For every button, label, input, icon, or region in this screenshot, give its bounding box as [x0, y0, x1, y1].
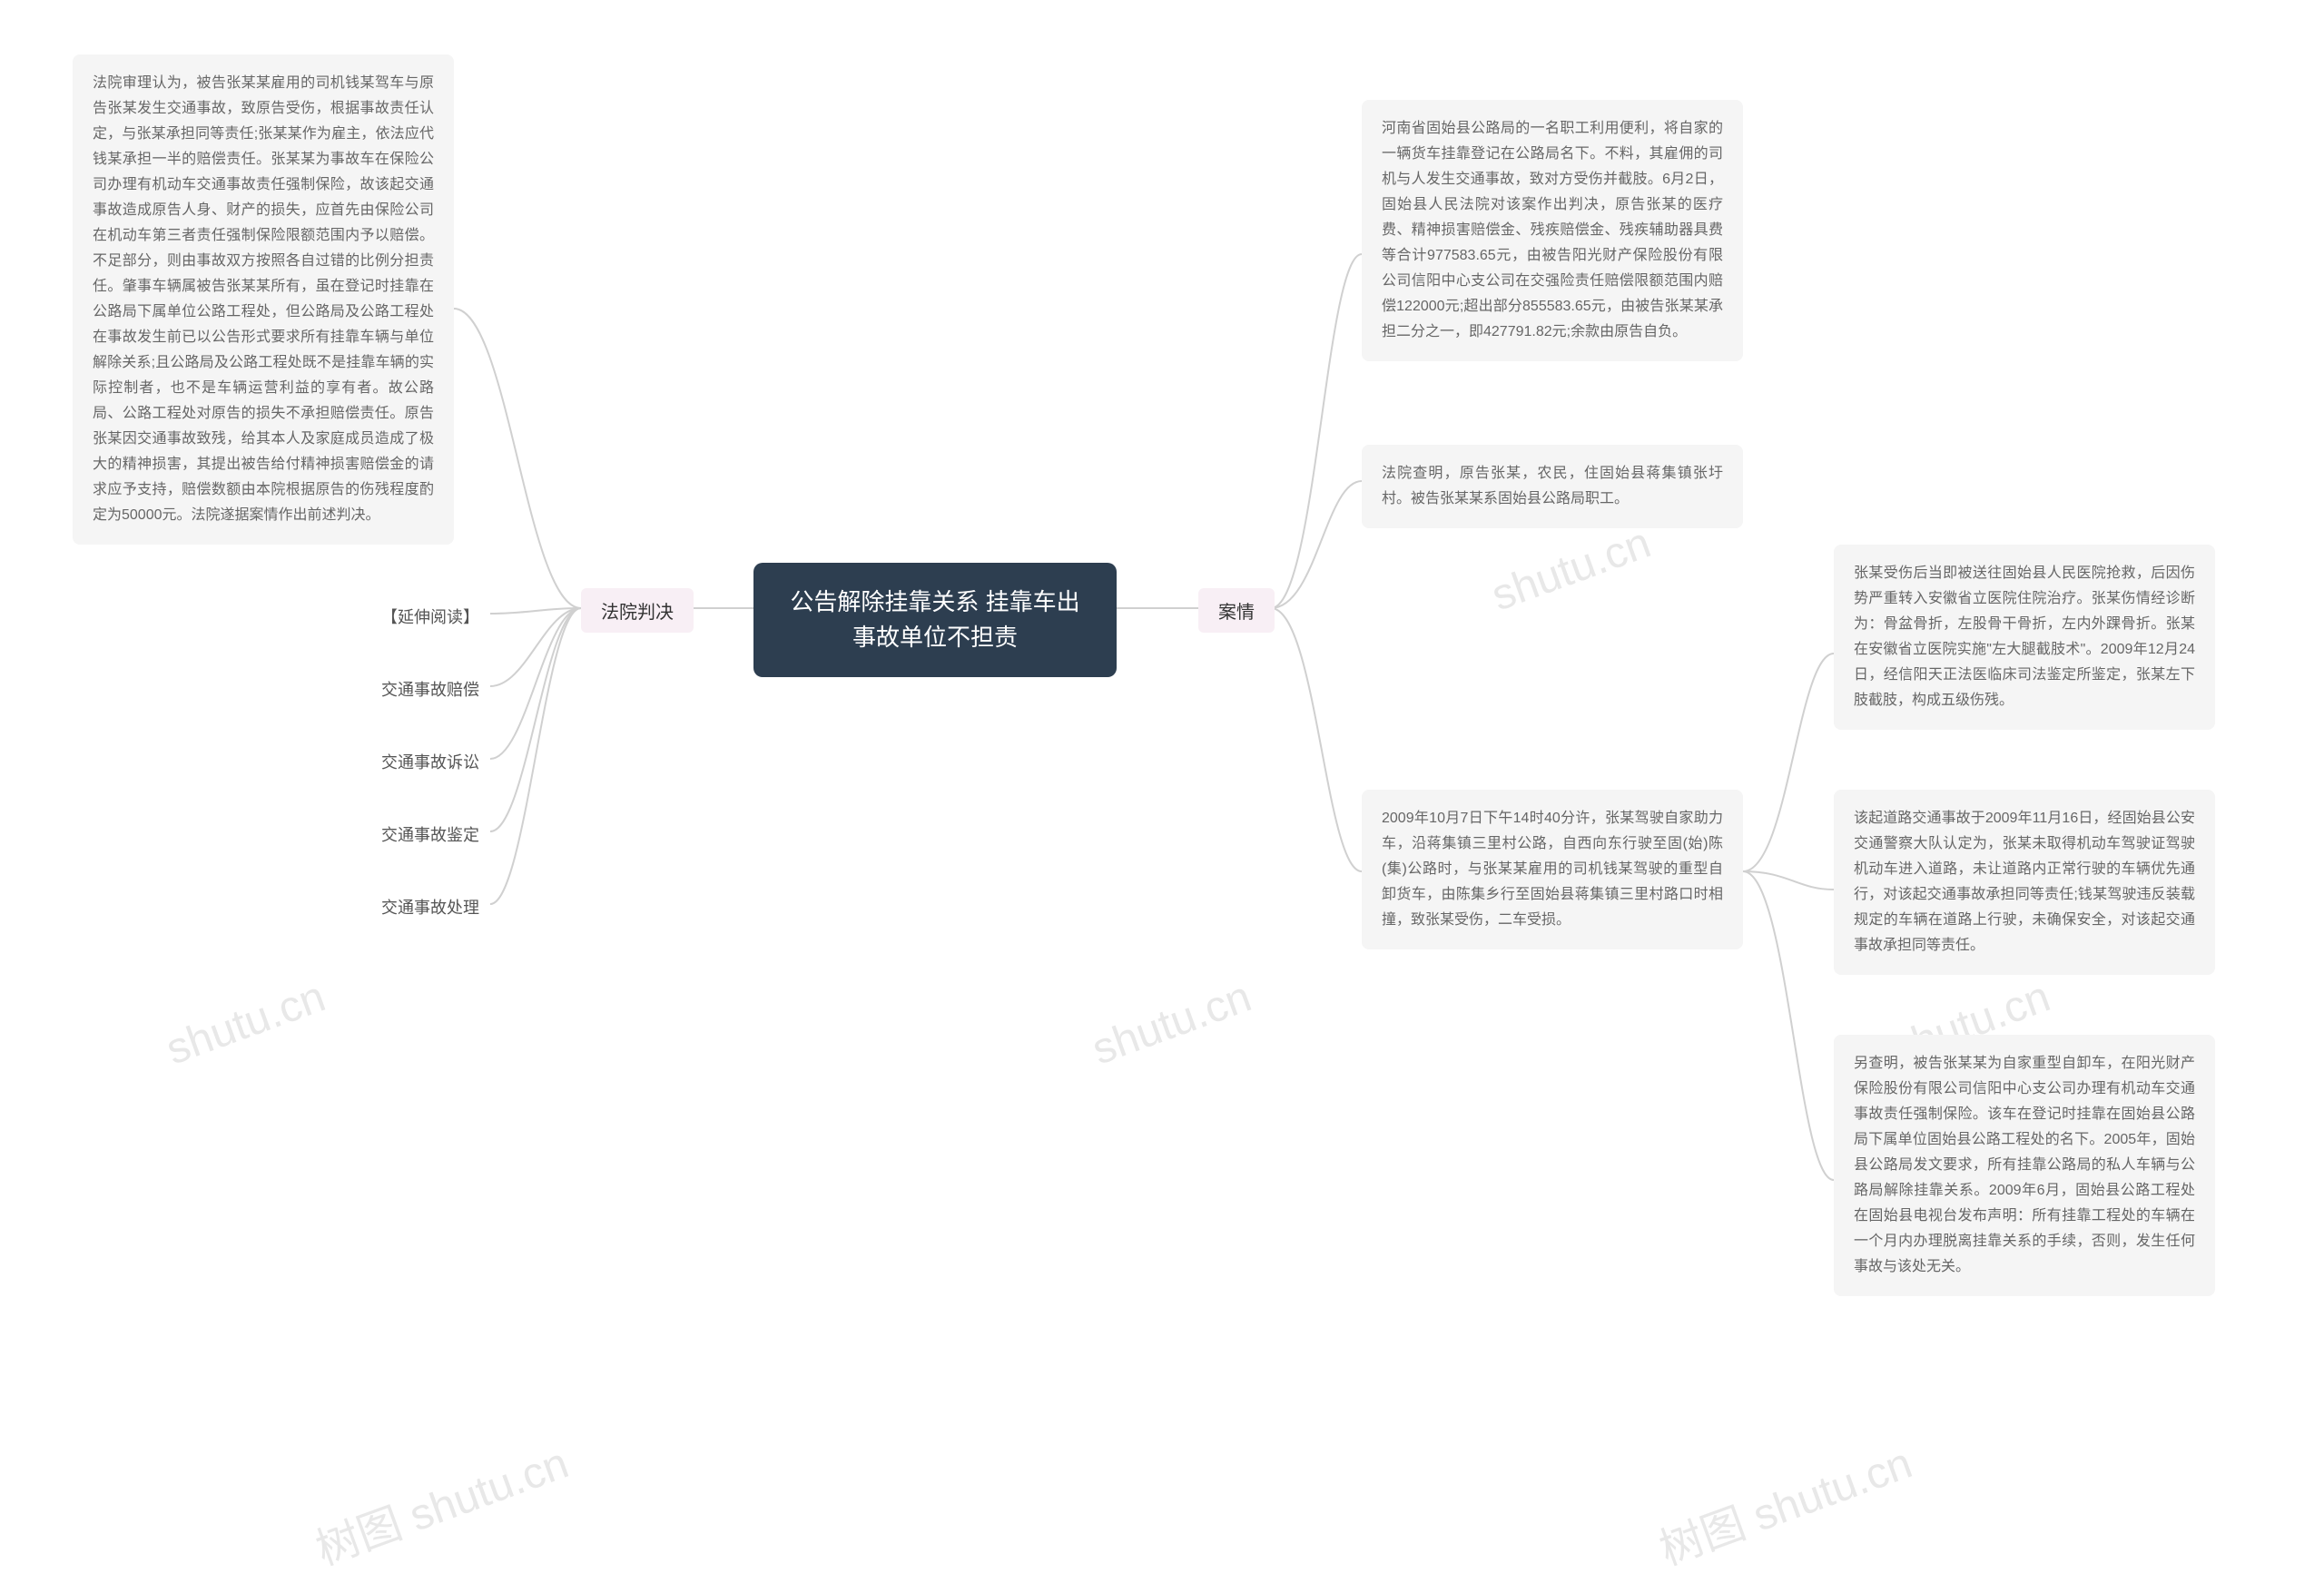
watermark: 树图 shutu.cn: [306, 1427, 576, 1577]
sub-appraisal: 交通事故鉴定: [372, 817, 488, 851]
sub-handling: 交通事故处理: [372, 890, 488, 924]
watermark: 树图 shutu.cn: [1649, 1427, 1919, 1577]
sub-litigation: 交通事故诉讼: [372, 744, 488, 779]
leaf-accident: 2009年10月7日下午14时40分许，张某驾驶自家助力车，沿蒋集镇三里村公路，…: [1362, 790, 1743, 949]
watermark: shutu.cn: [1485, 518, 1657, 622]
watermark: shutu.cn: [160, 972, 331, 1076]
leaf-court-ruling: 法院审理认为，被告张某某雇用的司机钱某驾车与原告张某发生交通事故，致原告受伤，根…: [73, 54, 454, 545]
leaf-injury: 张某受伤后当即被送往固始县人民医院抢救，后因伤势严重转入安徽省立医院住院治疗。张…: [1834, 545, 2215, 730]
leaf-liability: 该起道路交通事故于2009年11月16日，经固始县公安交通警察大队认定为，张某未…: [1834, 790, 2215, 975]
branch-right: 案情: [1198, 588, 1275, 633]
sub-extended-reading: 【延伸阅读】: [372, 599, 488, 634]
center-node: 公告解除挂靠关系 挂靠车出事故单位不担责: [753, 563, 1117, 677]
watermark: shutu.cn: [1086, 972, 1257, 1076]
sub-compensation: 交通事故赔偿: [372, 672, 488, 706]
leaf-case-summary: 河南省固始县公路局的一名职工利用便利，将自家的一辆货车挂靠登记在公路局名下。不料…: [1362, 100, 1743, 361]
branch-left: 法院判决: [581, 588, 694, 633]
leaf-parties: 法院查明，原告张某，农民，住固始县蒋集镇张圩村。被告张某某系固始县公路局职工。: [1362, 445, 1743, 528]
leaf-insurance: 另查明，被告张某某为自家重型自卸车，在阳光财产保险股份有限公司信阳中心支公司办理…: [1834, 1035, 2215, 1296]
